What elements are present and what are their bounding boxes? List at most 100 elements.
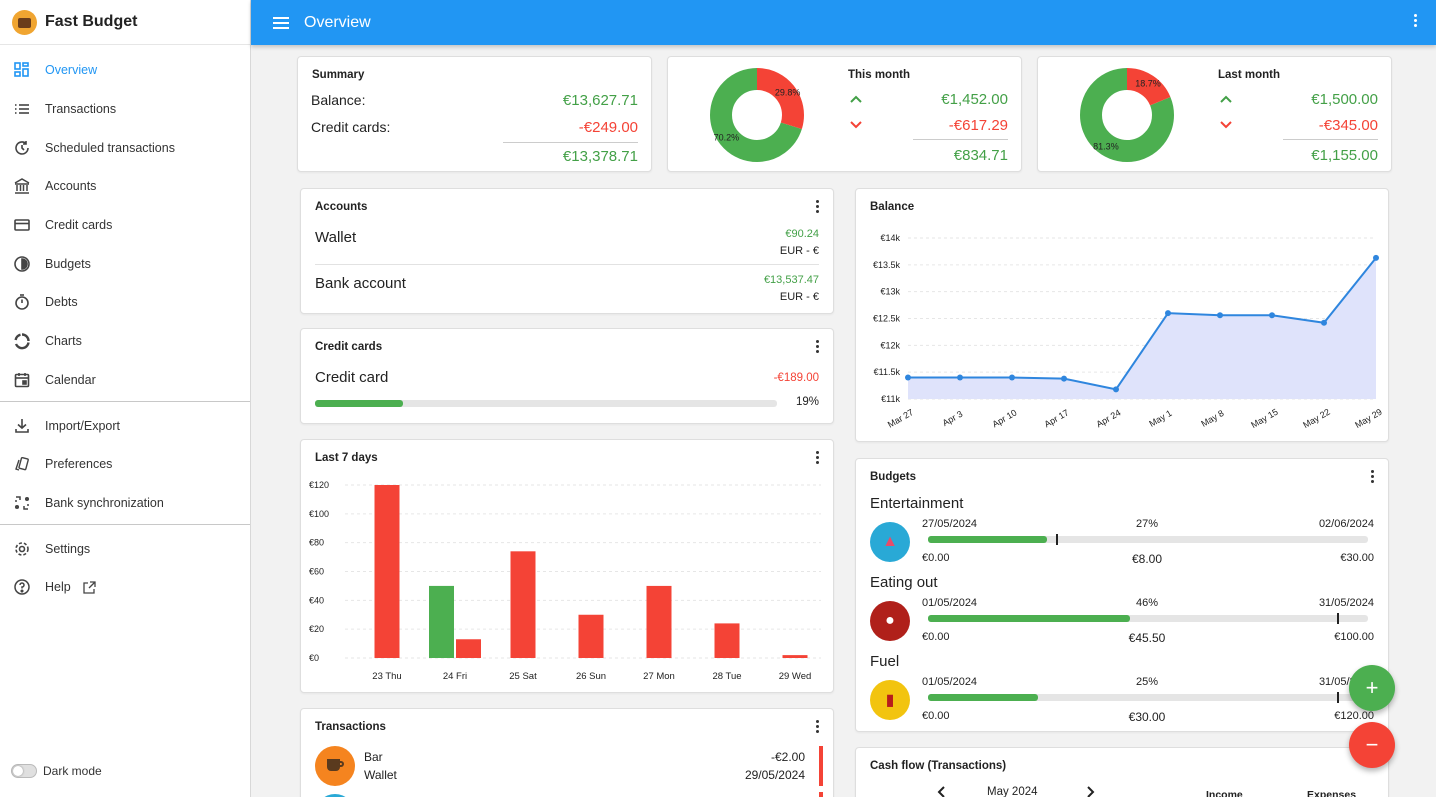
budget-progress: [928, 613, 1368, 624]
balance-point[interactable]: [1269, 312, 1275, 319]
x-tick-label: Apr 3: [941, 409, 965, 428]
summary-total: €13,378.71: [562, 148, 638, 165]
card-title: Credit cards: [315, 341, 383, 353]
more-options-icon[interactable]: [816, 340, 819, 353]
balance-point[interactable]: [1061, 375, 1067, 382]
balance-point[interactable]: [905, 374, 911, 381]
card-title: Balance: [870, 201, 915, 213]
expense-bar[interactable]: [646, 585, 672, 658]
transaction-category[interactable]: Bar: [364, 750, 383, 764]
sidebar-item-label: Scheduled transactions: [45, 140, 175, 155]
expense-value: -€617.29: [948, 117, 1008, 134]
income-bar[interactable]: [429, 585, 454, 658]
sidebar: Fast Budget Overview Transactions Schedu…: [0, 0, 251, 797]
net-value: €1,155.00: [1311, 147, 1378, 164]
cards-icon: [12, 454, 32, 474]
budget-spent: €30.00: [1128, 710, 1166, 724]
sidebar-item-preferences[interactable]: Preferences: [0, 445, 250, 484]
account-name[interactable]: Bank account: [315, 275, 406, 292]
x-tick-label: 29 Wed: [779, 671, 812, 682]
wallet-logo-icon: [12, 9, 37, 35]
card-title: This month: [848, 69, 910, 81]
brand[interactable]: Fast Budget: [0, 0, 250, 45]
x-tick-label: Apr 17: [1043, 407, 1071, 429]
expense-bar[interactable]: [374, 485, 400, 658]
balance-point[interactable]: [1217, 312, 1223, 319]
sidebar-item-label: Accounts: [45, 179, 97, 194]
sidebar-item-bank-synchronization[interactable]: Bank synchronization: [0, 484, 250, 523]
budget-item[interactable]: Entertainment ▲ 27/05/2024 27% 02/06/2024 €0.…: [856, 495, 1388, 574]
divider: [503, 142, 638, 143]
dashboard-icon: [12, 60, 32, 80]
y-tick-label: €20: [309, 624, 324, 634]
download-icon: [12, 416, 32, 436]
toggle-switch[interactable]: [11, 764, 37, 778]
more-options-icon[interactable]: [1414, 14, 1417, 27]
y-tick-label: €11.5k: [874, 367, 901, 377]
more-options-icon[interactable]: [1371, 470, 1374, 483]
y-tick-label: €40: [309, 595, 324, 605]
y-tick-label: €14k: [880, 233, 900, 243]
expense-bar[interactable]: [456, 639, 481, 658]
balance-value: €13,627.71: [562, 92, 638, 109]
expense-bar[interactable]: [510, 551, 536, 658]
sidebar-item-budgets[interactable]: Budgets: [0, 244, 250, 283]
sidebar-item-debts[interactable]: Debts: [0, 283, 250, 322]
sidebar-item-scheduled-transactions[interactable]: Scheduled transactions: [0, 128, 250, 167]
sidebar-item-label: Transactions: [45, 102, 117, 117]
budget-item[interactable]: Fuel ▮ 01/05/2024 25% 31/05/2024 €0.00 €30.00 €…: [856, 653, 1388, 732]
summary-card: Summary Balance: €13,627.71 Credit cards…: [297, 56, 652, 172]
sidebar-item-calendar[interactable]: Calendar: [0, 361, 250, 400]
balance-point[interactable]: [1113, 386, 1119, 393]
budget-progress: [928, 534, 1368, 545]
sidebar-item-overview[interactable]: Overview: [0, 51, 250, 90]
balance-point[interactable]: [1165, 310, 1171, 317]
sidebar-item-help[interactable]: Help: [0, 568, 250, 607]
more-options-icon[interactable]: [816, 200, 819, 213]
budget-name: Entertainment: [870, 495, 964, 512]
sidebar-item-accounts[interactable]: Accounts: [0, 167, 250, 206]
menu-icon[interactable]: [273, 16, 289, 29]
expense-indicator: [819, 792, 823, 797]
budget-item[interactable]: Eating out ● 01/05/2024 46% 31/05/2024 €0.00 €…: [856, 574, 1388, 653]
dark-mode-toggle[interactable]: Dark mode: [11, 764, 102, 778]
schedule-refresh-icon: [12, 138, 32, 158]
expense-bar[interactable]: [714, 623, 740, 658]
balance-point[interactable]: [1321, 319, 1327, 326]
y-tick-label: €80: [309, 538, 324, 548]
chevron-right-icon[interactable]: [1084, 786, 1096, 797]
expense-bar[interactable]: [782, 655, 808, 658]
x-tick-label: 26 Sun: [576, 671, 606, 682]
x-tick-label: May 15: [1249, 407, 1280, 430]
time-marker: [1337, 613, 1340, 624]
credit-card-name[interactable]: Credit card: [315, 369, 389, 386]
sidebar-item-label: Settings: [45, 541, 91, 556]
net-value: €834.71: [953, 147, 1008, 164]
sidebar-item-import-export[interactable]: Import/Export: [0, 406, 250, 445]
chevron-left-icon[interactable]: [936, 786, 948, 797]
bank-icon: [12, 176, 32, 196]
expense-bar[interactable]: [578, 614, 604, 658]
sidebar-item-credit-cards[interactable]: Credit cards: [0, 206, 250, 245]
balance-point[interactable]: [957, 374, 963, 381]
balance-card: Balance €11k €11.5k €12k €12.5k €13k €13.5k €1…: [855, 188, 1389, 442]
add-transaction-button[interactable]: +: [1349, 665, 1395, 711]
top-app-bar: Overview: [251, 0, 1436, 45]
budget-spent: €45.50: [1128, 631, 1166, 645]
list-icon: [12, 99, 32, 119]
more-options-icon[interactable]: [816, 451, 819, 464]
divider: [315, 264, 819, 265]
help-icon: [12, 577, 32, 597]
sidebar-item-settings[interactable]: Settings: [0, 529, 250, 568]
remove-transaction-button[interactable]: −: [1349, 722, 1395, 768]
sidebar-item-charts[interactable]: Charts: [0, 322, 250, 361]
budget-progress: [928, 692, 1368, 703]
sidebar-item-transactions[interactable]: Transactions: [0, 90, 250, 129]
account-name[interactable]: Wallet: [315, 229, 357, 246]
balance-point[interactable]: [1009, 374, 1015, 381]
sidebar-item-label: Budgets: [45, 256, 91, 271]
balance-point[interactable]: [1373, 254, 1379, 261]
more-options-icon[interactable]: [816, 720, 819, 733]
y-tick-label: €100: [309, 509, 329, 519]
balance-label: Balance:: [311, 92, 366, 108]
